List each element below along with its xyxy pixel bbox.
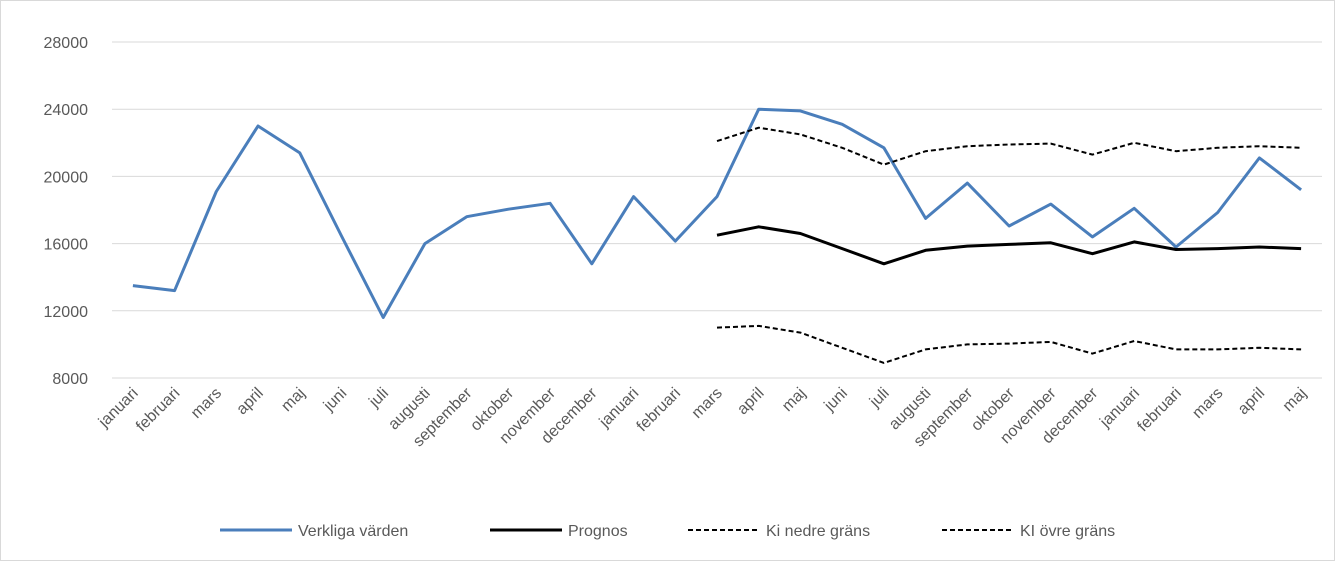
series-line (716, 225, 1302, 266)
legend-label: KI övre gräns (1020, 523, 1115, 540)
legend-label: Prognos (568, 523, 628, 540)
y-tick-label: 8000 (52, 371, 88, 388)
y-tick-label: 28000 (44, 35, 89, 52)
legend-label: Ki nedre gräns (766, 523, 870, 540)
series-line (716, 126, 1302, 166)
series-line (716, 324, 1302, 364)
y-tick-label: 16000 (44, 237, 89, 254)
y-tick-label: 20000 (44, 169, 89, 186)
legend-label: Verkliga värden (298, 523, 408, 540)
y-tick-label: 12000 (44, 304, 89, 321)
series-line (132, 107, 1303, 319)
y-tick-label: 24000 (44, 102, 89, 119)
